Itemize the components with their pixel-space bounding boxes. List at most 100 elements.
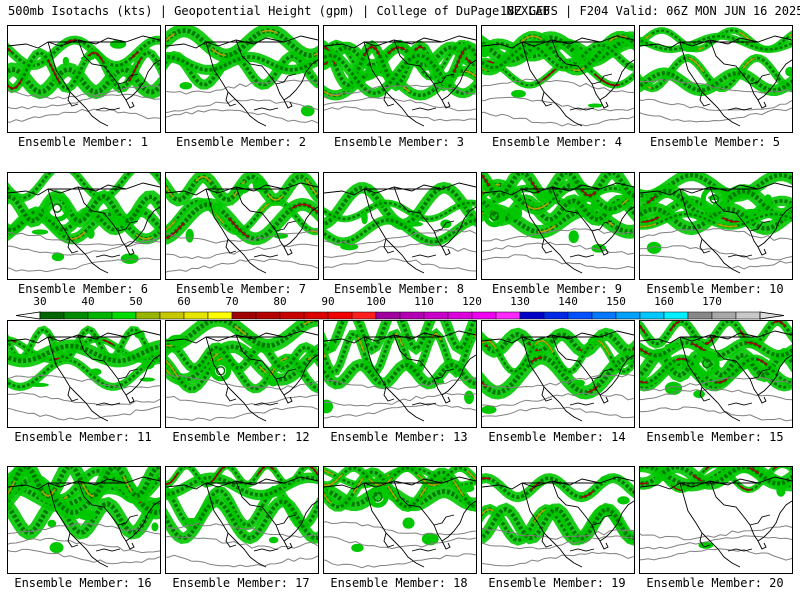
isotach-band-core	[166, 345, 318, 371]
ensemble-member-label: Ensemble Member: 10	[646, 282, 784, 296]
height-contour	[640, 78, 792, 94]
coastline	[541, 91, 553, 107]
coastline	[541, 532, 553, 548]
member-map-plot	[166, 173, 318, 274]
isotach-band	[324, 321, 476, 356]
member-map-plot	[482, 30, 634, 127]
coastline	[599, 354, 634, 396]
isotach-cell	[587, 103, 604, 108]
ensemble-member-map	[165, 172, 319, 280]
coastline	[441, 500, 476, 542]
coastline	[433, 514, 455, 526]
colorbar-swatch	[39, 311, 65, 320]
colorbar-swatch	[111, 311, 137, 320]
coastline	[757, 394, 767, 404]
ensemble-member-label: Ensemble Member: 8	[333, 282, 465, 296]
member-map-plot	[324, 467, 476, 569]
colorbar-tick-label: 110	[414, 295, 434, 308]
height-contour	[640, 107, 792, 123]
coastline	[599, 540, 609, 550]
colorbar-swatch	[303, 311, 329, 320]
isotach-band-core	[166, 55, 318, 72]
colorbar-swatch	[591, 311, 617, 320]
coastline	[749, 514, 771, 526]
coastline	[383, 91, 395, 107]
height-contour	[324, 258, 476, 272]
isotach-cell	[49, 542, 64, 554]
isotach-cell	[134, 330, 145, 339]
closed-low-ring	[483, 204, 506, 228]
isotach-cell	[89, 368, 102, 376]
coastline	[591, 514, 613, 526]
ensemble-member-map	[639, 466, 793, 574]
colorbar-swatch	[135, 311, 161, 320]
coastline	[383, 532, 395, 548]
ensemble-member-label: Ensemble Member: 16	[14, 576, 152, 590]
height-contour	[482, 228, 634, 242]
closed-low-core	[489, 211, 500, 221]
coastline	[727, 107, 753, 111]
coastline	[709, 39, 759, 101]
colorbar-swatch	[663, 311, 689, 320]
colorbar-swatch	[495, 311, 521, 320]
height-contour	[482, 535, 634, 550]
isotach-max	[482, 209, 634, 233]
coastline	[283, 59, 318, 101]
isotach-max	[8, 467, 160, 498]
colorbar-swatch	[399, 311, 425, 320]
ensemble-member-map	[481, 25, 635, 133]
isotach-cell	[574, 379, 585, 387]
ensemble-member-label: Ensemble Member: 19	[488, 576, 626, 590]
colorbar-tick-label: 170	[702, 295, 722, 308]
ensemble-member-label: Ensemble Member: 2	[175, 135, 307, 149]
coastline	[521, 336, 583, 422]
colorbar-swatch	[519, 311, 545, 320]
isotach-cell	[29, 382, 49, 387]
ensemble-member-map	[7, 25, 161, 133]
coastline	[275, 368, 297, 380]
height-contour	[640, 98, 792, 111]
coastline	[411, 107, 437, 111]
coastline	[541, 238, 553, 254]
colorbar-tick-label: 100	[366, 295, 386, 308]
coastline	[757, 206, 792, 248]
isotach-cell	[80, 56, 95, 61]
coastline	[125, 540, 135, 550]
coastline	[757, 99, 767, 109]
height-contour	[8, 392, 160, 406]
isotach-max	[8, 51, 160, 90]
member-map-plot	[8, 173, 160, 274]
ensemble-member-map	[323, 25, 477, 133]
isotach-band-core	[482, 173, 634, 199]
ensemble-member-map	[7, 466, 161, 574]
isotach-cell	[179, 82, 193, 90]
height-contour	[324, 96, 476, 112]
coastline	[77, 39, 127, 101]
isotach-max	[8, 39, 160, 67]
ensemble-member-label: Ensemble Member: 20	[646, 576, 784, 590]
height-contour	[640, 376, 792, 392]
isotach-band-core	[324, 218, 476, 244]
height-contour	[8, 257, 160, 273]
ensemble-member-map	[165, 320, 319, 428]
coastline	[441, 540, 451, 550]
coastline	[521, 482, 583, 568]
height-contour	[324, 536, 476, 550]
isotach-band-core	[640, 467, 792, 486]
closed-low-ring	[210, 360, 232, 382]
coastline	[393, 39, 443, 101]
isotach-cell	[568, 230, 579, 244]
isotach-band-core	[324, 201, 476, 221]
coastline	[253, 254, 279, 258]
coastline	[569, 254, 595, 258]
colorbar-tick-label: 50	[129, 295, 143, 308]
isotach-max	[324, 471, 476, 508]
coastline	[383, 238, 395, 254]
height-contour	[324, 553, 476, 569]
coastline	[125, 394, 135, 404]
coastline	[441, 206, 476, 248]
ensemble-member-map	[7, 320, 161, 428]
coastline	[569, 548, 595, 552]
isotach-cell	[587, 337, 598, 345]
ensemble-member-label: Ensemble Member: 6	[17, 282, 149, 296]
